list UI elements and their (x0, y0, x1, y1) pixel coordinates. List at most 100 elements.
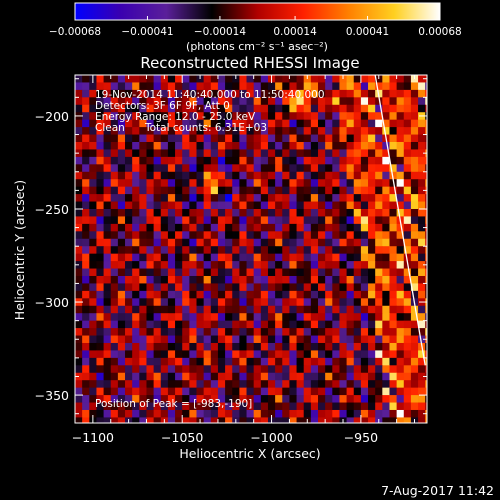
heatmap-cell (132, 216, 140, 225)
heatmap-cell (368, 417, 376, 424)
heatmap-cell (103, 320, 112, 329)
heatmap-cell (339, 246, 347, 255)
heatmap-cell (217, 357, 226, 366)
heatmap-cell (303, 112, 312, 121)
heatmap-cell (275, 402, 283, 411)
heatmap-cell (282, 350, 290, 359)
heatmap-cell (182, 75, 190, 83)
heatmap-cell (282, 127, 290, 135)
heatmap-cell (103, 387, 112, 396)
heatmap-cell (225, 387, 233, 396)
heatmap-cell (82, 395, 90, 403)
heatmap-cell (189, 127, 197, 135)
heatmap-cell (310, 298, 319, 307)
heatmap-cell (325, 194, 333, 202)
heatmap-cell (310, 238, 319, 247)
heatmap-cell (353, 417, 362, 424)
heatmap-cell (117, 253, 126, 262)
heatmap-cell (332, 164, 340, 173)
heatmap-cell (396, 171, 405, 180)
colorbar (74, 2, 441, 21)
heatmap-cell (303, 380, 312, 389)
heatmap-cell (89, 372, 97, 381)
heatmap-cell (153, 127, 162, 135)
heatmap-cell (260, 89, 269, 98)
heatmap-cell (260, 186, 269, 195)
heatmap-cell (375, 261, 383, 269)
heatmap-cell (117, 127, 126, 135)
heatmap-cell (318, 246, 326, 255)
heatmap-cell (318, 350, 326, 359)
heatmap-cell (110, 253, 119, 262)
heatmap-cell (96, 149, 104, 158)
heatmap-cell (82, 149, 90, 158)
heatmap-cell (325, 82, 333, 91)
heatmap-cell (175, 402, 183, 411)
heatmap-cell (425, 119, 428, 128)
heatmap-cell (253, 216, 262, 225)
heatmap-cell (353, 402, 362, 411)
heatmap-cell (96, 246, 104, 255)
heatmap-cell (239, 402, 247, 411)
heatmap-cell (318, 223, 326, 232)
heatmap-cell (125, 171, 133, 180)
heatmap-cell (310, 387, 319, 396)
heatmap-cell (89, 134, 97, 143)
heatmap-cell (139, 201, 147, 210)
heatmap-cell (132, 134, 140, 143)
heatmap-cell (203, 342, 212, 351)
heatmap-cell (282, 141, 290, 150)
heatmap-cell (196, 223, 205, 232)
heatmap-cell (160, 186, 169, 195)
heatmap-cell (282, 298, 290, 307)
heatmap-cell (139, 246, 147, 255)
heatmap-cell (82, 75, 90, 83)
colorbar-tick-label: 0.00068 (418, 26, 461, 38)
heatmap-cell (303, 179, 312, 188)
heatmap-cell (217, 372, 226, 381)
heatmap-cell (125, 231, 133, 240)
heatmap-cell (253, 365, 262, 374)
heatmap-cell (275, 89, 283, 98)
heatmap-cell (203, 119, 212, 128)
heatmap-cell (296, 305, 305, 314)
heatmap-cell (310, 268, 319, 277)
heatmap-cell (325, 335, 333, 344)
heatmap-cell (96, 409, 104, 418)
heatmap-cell (146, 275, 155, 284)
heatmap-cell (360, 253, 369, 262)
heatmap-cell (117, 149, 126, 158)
heatmap-cell (389, 290, 398, 299)
heatmap-cell (117, 290, 126, 299)
heatmap-cell (303, 171, 312, 180)
heatmap-cell (153, 223, 162, 232)
heatmap-cell (382, 194, 390, 202)
heatmap-cell (425, 350, 428, 359)
heatmap-cell (132, 194, 140, 202)
heatmap-cell (246, 275, 255, 284)
heatmap-cell (110, 238, 119, 247)
heatmap-cell (267, 342, 276, 351)
heatmap-cell (360, 216, 369, 225)
heatmap-cell (310, 253, 319, 262)
heatmap-cell (203, 417, 212, 424)
heatmap-cell (346, 372, 355, 381)
y-axis: −200−250−300−350 (35, 78, 427, 415)
heatmap-cell (196, 104, 205, 113)
heatmap-cell (282, 112, 290, 121)
heatmap-cell (318, 409, 326, 418)
heatmap-cell (103, 179, 112, 188)
heatmap-cell (282, 409, 290, 418)
heatmap-cell (282, 164, 290, 173)
heatmap-cell (260, 387, 269, 396)
heatmap-cell (410, 208, 419, 217)
heatmap-cell (125, 134, 133, 143)
heatmap-cell (182, 223, 190, 232)
heatmap-cell (368, 372, 376, 381)
heatmap-cell (375, 253, 383, 262)
heatmap-cell (125, 328, 133, 336)
heatmap-cell (75, 350, 83, 359)
heatmap-cell (117, 305, 126, 314)
heatmap-cell (353, 335, 362, 344)
heatmap-cell (132, 238, 140, 247)
